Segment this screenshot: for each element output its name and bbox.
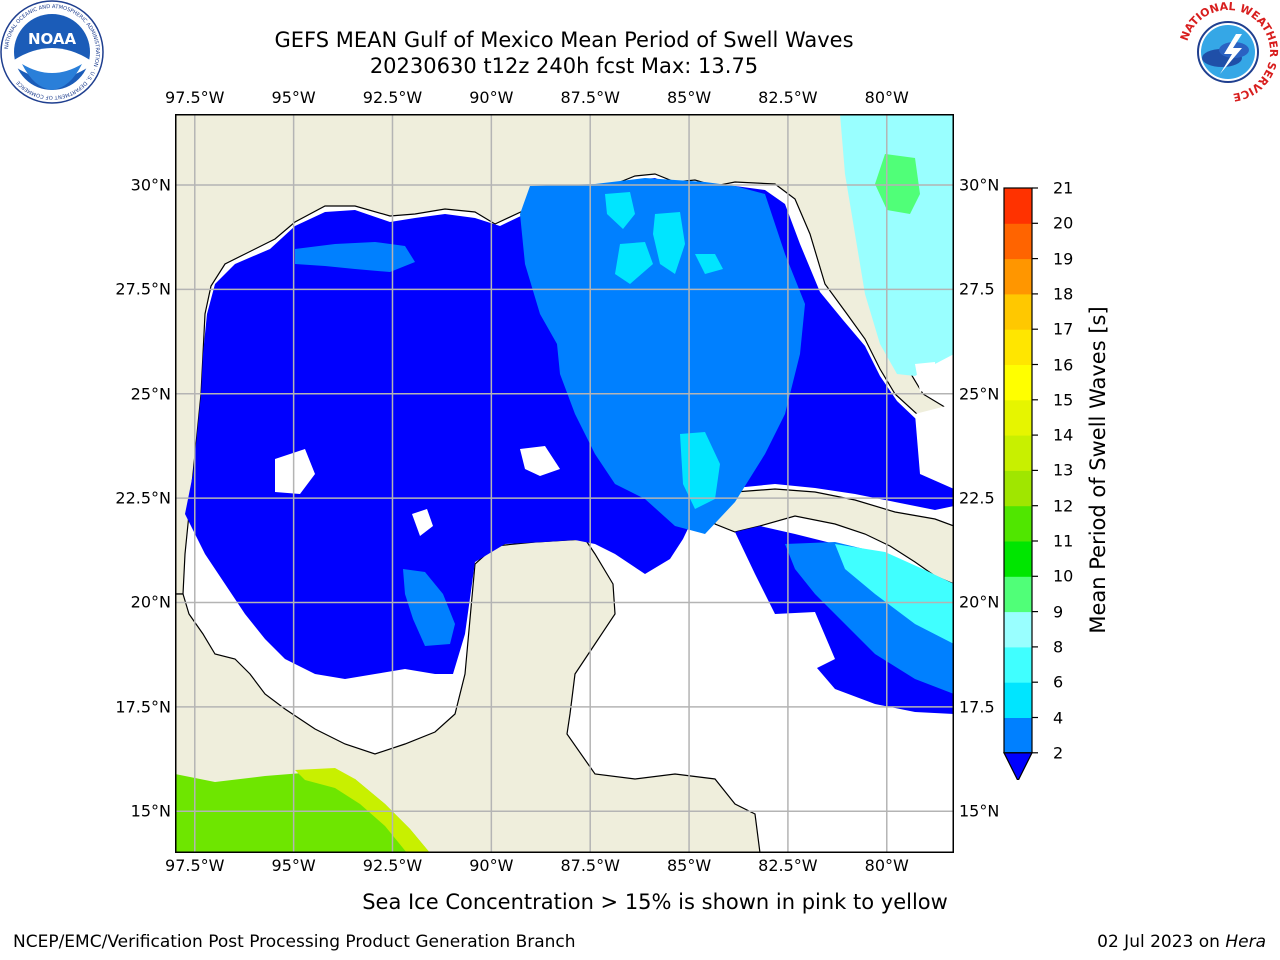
colorbar-tick-label: 9	[1053, 602, 1064, 622]
colorbar-segment	[1004, 646, 1032, 683]
colorbar-segment	[1004, 188, 1032, 224]
lat-tick-label-left: 20°N	[130, 592, 171, 612]
noaa-logo-icon: NATIONAL OCEANIC AND ATMOSPHERIC ADMINIS…	[0, 0, 104, 108]
colorbar-tick-label: 11	[1053, 531, 1074, 551]
colorbar-segment	[1004, 682, 1032, 718]
atlantic-8-9s-region	[840, 114, 954, 376]
lon-tick-label-bottom: 87.5°W	[560, 856, 620, 875]
colorbar-segment	[1004, 399, 1032, 436]
date-stamp: 02 Jul 2023 on Hera	[1097, 932, 1266, 952]
map-frame	[175, 114, 954, 853]
colorbar-tick-label: 6	[1053, 672, 1064, 692]
lat-tick-label-right: 25°N	[959, 384, 1000, 404]
host-name: Hera	[1225, 932, 1266, 952]
lat-tick-label-left: 15°N	[130, 801, 171, 821]
colorbar-tick-label: 14	[1053, 425, 1074, 445]
colorbar-segment	[1004, 717, 1032, 754]
lon-tick-label-bottom: 82.5°W	[758, 856, 818, 875]
colorbar-segment	[1004, 611, 1032, 648]
lat-tick-label-left: 22.5°N	[115, 488, 171, 508]
colorbar-title: Mean Period of Swell Waves [s]	[1086, 306, 1110, 634]
colorbar-tick-label: 18	[1053, 284, 1074, 304]
colorbar-tick-label: 20	[1053, 213, 1074, 233]
colorbar-tick-label: 15	[1053, 390, 1074, 410]
colorbar-segment	[1004, 505, 1032, 542]
chart-title: GEFS MEAN Gulf of Mexico Mean Period of …	[274, 28, 854, 52]
caribbean-6-8s-region	[835, 544, 954, 644]
eastern-gulf-2-4s-region	[520, 178, 805, 534]
colorbar-tick-label: 21	[1053, 178, 1074, 198]
colorbar-tick-label: 10	[1053, 566, 1074, 586]
colorbar	[1003, 187, 1038, 780]
colorbar-segment	[1004, 293, 1032, 330]
colorbar-tick-label: 12	[1053, 496, 1074, 516]
colorbar-tick-label: 4	[1053, 708, 1064, 727]
lat-tick-label-left: 27.5°N	[115, 279, 171, 299]
colorbar-segment	[1004, 258, 1032, 295]
lat-tick-label-left: 30°N	[130, 175, 171, 195]
lat-tick-label-right: 30°N	[959, 175, 1000, 195]
colorbar-tick-label: 13	[1053, 460, 1074, 480]
lon-tick-label-bottom: 80°W	[864, 856, 909, 875]
credit-text: NCEP/EMC/Verification Post Processing Pr…	[13, 932, 576, 952]
lat-tick-label-right: 17.5	[959, 697, 995, 717]
lon-tick-label-bottom: 97.5°W	[165, 856, 225, 875]
lon-tick-label-top: 95°W	[271, 88, 316, 107]
date-text: 02 Jul 2023 on	[1097, 932, 1226, 952]
colorbar-segment	[1004, 329, 1032, 365]
lat-tick-label-right: 15°N	[959, 801, 1000, 821]
colorbar-segment	[1004, 541, 1032, 577]
pacific-yellow-band	[295, 768, 430, 853]
lat-tick-label-right: 20°N	[959, 592, 1000, 612]
lat-tick-label-right: 27.5	[959, 279, 995, 299]
lat-tick-label-right: 22.5	[959, 488, 995, 508]
colorbar-tick-label: 16	[1053, 355, 1074, 374]
missing-data-areas	[275, 362, 954, 674]
colorbar-segment	[1004, 364, 1032, 401]
eastern-gulf-4-6s-patches	[605, 192, 723, 509]
lon-tick-label-top: 80°W	[864, 88, 909, 107]
lon-tick-label-bottom: 92.5°W	[362, 856, 423, 875]
lon-tick-label-top: 97.5°W	[165, 88, 225, 107]
colorbar-tick-label: 19	[1053, 249, 1074, 269]
west-gulf-2-4s-patches	[295, 242, 415, 272]
noaa-logo-text: NOAA	[28, 30, 77, 48]
lon-tick-label-top: 90°W	[469, 88, 514, 107]
lon-tick-label-top: 85°W	[666, 88, 712, 107]
lon-tick-label-top: 92.5°W	[362, 88, 423, 107]
map-plot	[175, 114, 954, 853]
lon-tick-label-top: 82.5°W	[758, 88, 818, 107]
lon-tick-label-bottom: 85°W	[666, 856, 712, 875]
lon-tick-label-bottom: 90°W	[469, 856, 514, 875]
colorbar-tick-label: 8	[1053, 637, 1064, 657]
lon-tick-label-top: 87.5°W	[560, 88, 620, 107]
colorbar-segment	[1004, 470, 1032, 507]
lat-tick-label-left: 25°N	[130, 384, 171, 404]
colorbar-tick-label: 2	[1053, 743, 1064, 763]
lat-tick-label-left: 17.5°N	[115, 697, 171, 717]
nws-logo-icon: NATIONAL WEATHER SERVICE	[1176, 0, 1280, 108]
sea-ice-footnote: Sea Ice Concentration > 15% is shown in …	[362, 890, 948, 914]
chart-subtitle: 20230630 t12z 240h fcst Max: 13.75	[369, 54, 759, 78]
lon-tick-label-bottom: 95°W	[271, 856, 316, 875]
colorbar-segment	[1004, 223, 1032, 260]
colorbar-segment	[1004, 435, 1032, 471]
campeche-2-4s-region	[403, 569, 455, 646]
colorbar-tick-label: 17	[1053, 319, 1074, 339]
colorbar-segment	[1004, 576, 1032, 613]
map-gridlines	[175, 114, 954, 853]
colorbar-under-triangle	[1003, 752, 1033, 780]
